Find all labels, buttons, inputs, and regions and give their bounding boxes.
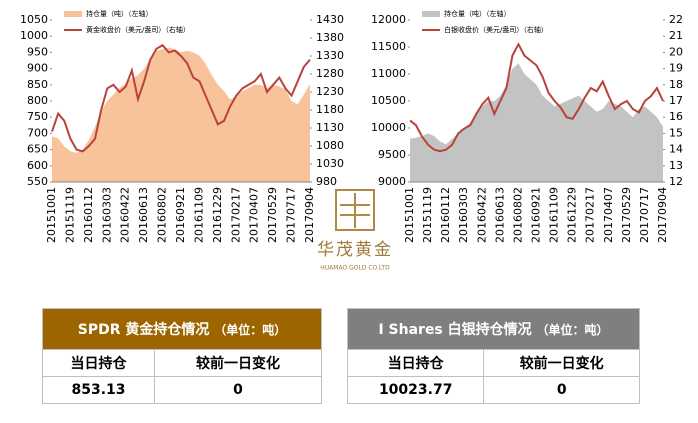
x-tick-label: 20170529 <box>620 187 633 243</box>
x-tick-label: 20151001 <box>403 187 416 243</box>
x-tick-label: 20160112 <box>439 187 452 243</box>
y2-tick-label: 1280 <box>316 67 344 80</box>
x-tick-label: 20161109 <box>548 187 561 243</box>
y-tick-label: 10000 <box>371 121 406 134</box>
y-tick-label: 10500 <box>371 94 406 107</box>
table-title: I Shares 白银持仓情况 （单位：吨） <box>347 308 640 350</box>
x-tick-label: 20170217 <box>584 187 597 243</box>
legend-label: 黄金收盘价（美元/盎司）（右轴） <box>86 25 190 34</box>
area <box>52 47 310 182</box>
y-tick-label: 11500 <box>371 40 406 53</box>
x-tick-label: 20170407 <box>248 187 261 243</box>
value-cell: 10023.77 <box>346 376 485 404</box>
y-tick-label: 850 <box>27 78 48 91</box>
y2-tick-label: 14 <box>669 143 683 156</box>
x-tick-label: 20161229 <box>566 187 579 243</box>
y-tick-label: 550 <box>27 175 48 188</box>
y-tick-label: 650 <box>27 143 48 156</box>
y2-tick-label: 12 <box>669 175 683 188</box>
x-tick-label: 20170904 <box>303 187 316 243</box>
charts: 华茂黄金 HUAMAO GOLD CO.LTD 550 600 650 700 750 8… <box>20 9 683 272</box>
logo-icon <box>335 189 375 231</box>
legend-swatch <box>422 11 440 17</box>
x-tick-label: 20151119 <box>421 187 434 243</box>
line <box>51 43 311 153</box>
y2-tick-label: 16 <box>669 110 683 123</box>
silver-table: I Shares 白银持仓情况 （单位：吨） 当日持仓 较前一日变化 10023.… <box>346 308 640 404</box>
y-tick-label: 1000 <box>20 29 48 42</box>
area <box>410 63 663 183</box>
y-tick-label: 950 <box>27 45 48 58</box>
x-tick-label: 20170407 <box>602 187 615 243</box>
y-tick-label: 700 <box>27 126 48 139</box>
x-tick-label: 20160422 <box>119 187 132 243</box>
x-tick-label: 20161109 <box>192 187 205 243</box>
x-tick-label: 20160613 <box>493 187 506 243</box>
x-tick-label: 20161229 <box>211 187 224 243</box>
legend-swatch <box>64 11 82 17</box>
gold-table: SPDR 黄金持仓情况 （单位：吨） 当日持仓 较前一日变化 853.13 0 <box>42 308 323 404</box>
x-tick-label: 20170529 <box>266 187 279 243</box>
y-tick-label: 9000 <box>378 175 406 188</box>
y2-tick-label: 1330 <box>316 49 344 62</box>
y2-tick-label: 15 <box>669 126 683 139</box>
legend-label: 白银收盘价（美元/盎司）（右轴） <box>444 25 548 34</box>
x-tick-label: 20170217 <box>229 187 242 243</box>
x-tick-label: 20160921 <box>174 187 187 243</box>
y2-tick-label: 1380 <box>316 31 344 44</box>
y-tick-label: 1050 <box>20 13 48 26</box>
x-tick-label: 20160921 <box>530 187 543 243</box>
y2-tick-label: 980 <box>316 175 337 188</box>
value-cell: 0 <box>483 376 640 404</box>
table-title: SPDR 黄金持仓情况 （单位：吨） <box>42 308 322 350</box>
x-tick-label: 20160802 <box>511 187 524 243</box>
y2-tick-label: 18 <box>669 78 683 91</box>
x-tick-label: 20160303 <box>100 187 113 243</box>
x-tick-label: 20170717 <box>638 187 651 243</box>
y2-tick-label: 1230 <box>316 85 344 98</box>
y2-tick-label: 17 <box>669 94 683 107</box>
x-tick-label: 20160422 <box>475 187 488 243</box>
x-tick-label: 20160613 <box>137 187 150 243</box>
legend-label: 持仓量（吨）（左轴） <box>444 9 511 18</box>
y-tick-label: 12000 <box>371 13 406 26</box>
logo-name: 华茂黄金 <box>317 240 393 260</box>
y2-tick-label: 1180 <box>316 103 344 116</box>
x-tick-label: 20170904 <box>656 187 669 243</box>
y2-tick-label: 19 <box>669 62 683 75</box>
y2-tick-label: 1080 <box>316 139 344 152</box>
y-tick-label: 11000 <box>371 67 406 80</box>
y2-tick-label: 21 <box>669 29 683 42</box>
x-tick-label: 20151001 <box>45 187 58 243</box>
x-tick-label: 20160303 <box>457 187 470 243</box>
value-cell: 853.13 <box>42 376 155 404</box>
y2-tick-label: 1030 <box>316 157 344 170</box>
y2-tick-label: 13 <box>669 159 683 172</box>
y2-tick-label: 20 <box>669 45 683 58</box>
header-cell: 较前一日变化 <box>483 349 640 377</box>
x-tick-label: 20160112 <box>82 187 95 243</box>
y-tick-label: 9500 <box>378 148 406 161</box>
y-tick-label: 900 <box>27 62 48 75</box>
y-tick-label: 600 <box>27 159 48 172</box>
value-cell: 0 <box>153 376 323 404</box>
y2-tick-label: 1130 <box>316 121 344 134</box>
y-tick-label: 750 <box>27 110 48 123</box>
x-tick-label: 20160802 <box>156 187 169 243</box>
x-tick-label: 20170717 <box>285 187 298 243</box>
x-tick-label: 20151119 <box>63 187 76 243</box>
y2-tick-label: 22 <box>669 13 683 26</box>
y2-tick-label: 1430 <box>316 13 344 26</box>
header-cell: 当日持仓 <box>42 349 155 377</box>
header-cell: 当日持仓 <box>346 349 485 377</box>
line <box>409 42 664 153</box>
y-tick-label: 800 <box>27 94 48 107</box>
logo-sub: HUAMAO GOLD CO.LTD <box>320 265 390 272</box>
legend-label: 持仓量（吨）（左轴） <box>86 9 153 18</box>
header-cell: 较前一日变化 <box>153 349 323 377</box>
